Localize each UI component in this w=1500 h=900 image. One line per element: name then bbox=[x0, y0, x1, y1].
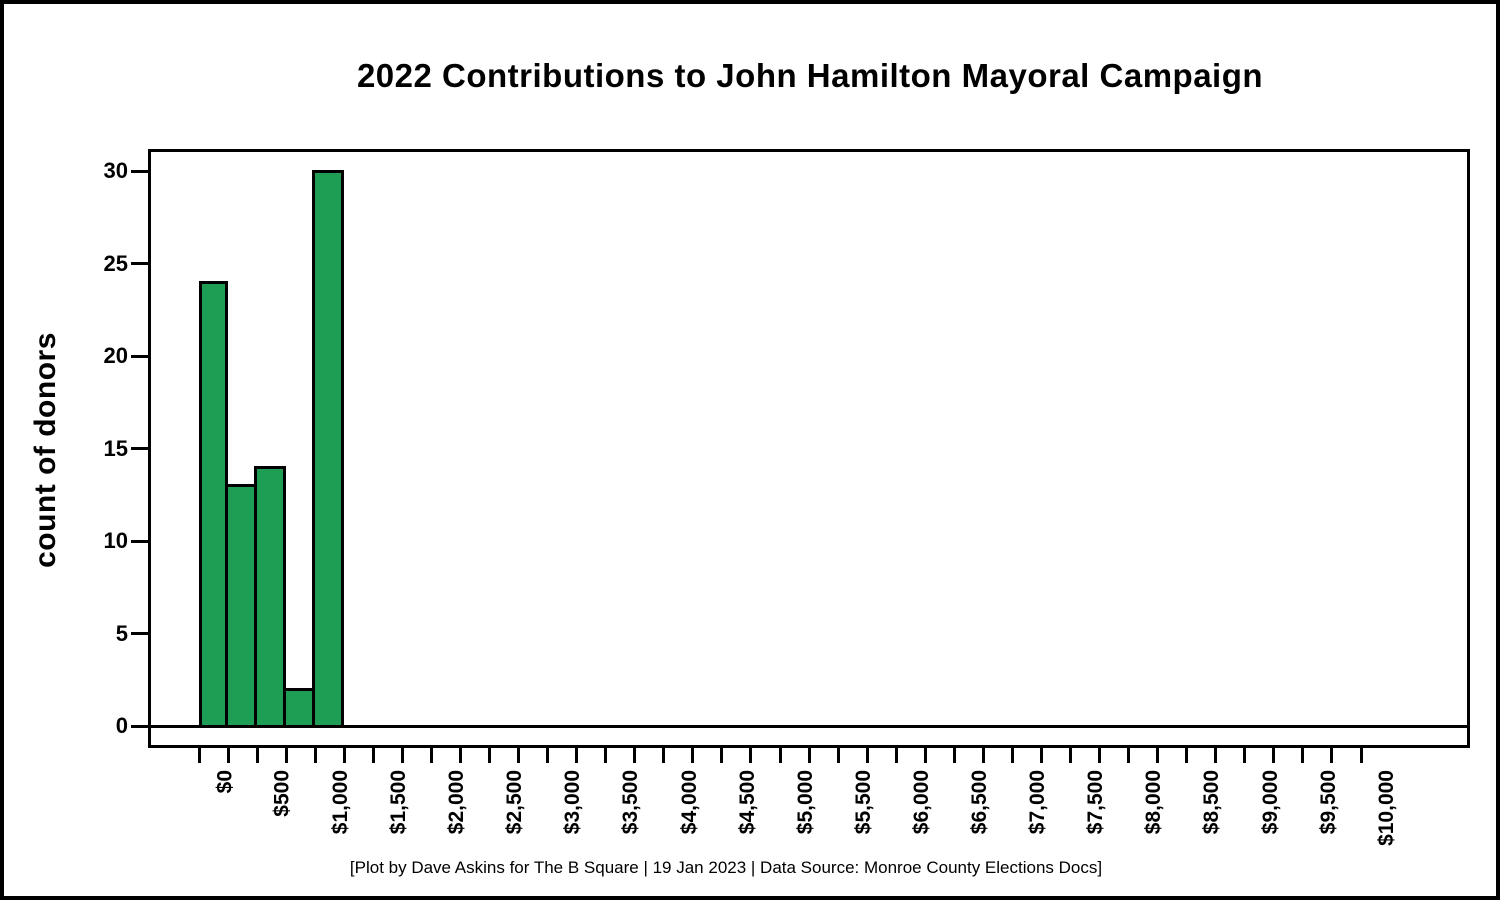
x-tick bbox=[1127, 748, 1131, 763]
y-tick bbox=[131, 724, 148, 728]
bar bbox=[254, 465, 287, 728]
x-tick-label: $2,500 bbox=[503, 770, 527, 835]
x-tick bbox=[226, 748, 230, 763]
x-tick-label: $9,500 bbox=[1316, 770, 1340, 835]
x-tick bbox=[1243, 748, 1247, 763]
x-tick bbox=[1010, 748, 1014, 763]
x-tick bbox=[923, 748, 927, 763]
x-tick bbox=[517, 748, 521, 763]
x-tick bbox=[749, 748, 753, 763]
y-tick-label: 10 bbox=[103, 528, 128, 553]
x-tick bbox=[1069, 748, 1072, 763]
x-tick bbox=[400, 748, 404, 763]
x-tick bbox=[1185, 748, 1189, 763]
x-tick bbox=[865, 748, 869, 763]
x-tick-label: $6,500 bbox=[968, 770, 992, 835]
x-tick-label: $7,500 bbox=[1084, 770, 1108, 835]
x-tick bbox=[778, 748, 782, 763]
x-tick-label: $2,000 bbox=[445, 770, 469, 835]
credit-footer: [Plot by Dave Askins for The B Square | … bbox=[349, 858, 1103, 877]
x-tick-label: $5,500 bbox=[852, 770, 876, 835]
x-tick bbox=[894, 748, 898, 763]
x-tick bbox=[255, 748, 259, 763]
x-tick-label: $9,000 bbox=[1258, 770, 1282, 835]
x-tick bbox=[1272, 748, 1276, 763]
x-tick-label: $500 bbox=[271, 770, 295, 817]
x-tick bbox=[807, 748, 811, 763]
x-tick bbox=[342, 748, 346, 763]
x-tick-label: $3,000 bbox=[561, 770, 585, 835]
x-tick bbox=[1214, 748, 1218, 763]
y-tick-label: 30 bbox=[103, 158, 128, 183]
chart-title: 2022 Contributions to John Hamilton Mayo… bbox=[356, 57, 1264, 94]
x-tick bbox=[662, 748, 666, 763]
x-tick bbox=[604, 748, 608, 763]
y-tick-label: 0 bbox=[115, 713, 128, 738]
x-tick bbox=[1301, 748, 1305, 763]
x-tick-label: $6,000 bbox=[910, 770, 934, 835]
y-tick bbox=[131, 262, 148, 265]
x-tick bbox=[952, 748, 956, 763]
y-tick bbox=[131, 539, 148, 543]
x-tick bbox=[1098, 748, 1102, 763]
zero-baseline bbox=[148, 724, 1470, 728]
x-tick bbox=[720, 748, 724, 763]
plot-frame bbox=[147, 148, 1470, 748]
x-tick bbox=[371, 748, 375, 763]
bar bbox=[199, 280, 229, 728]
x-tick-label: $1,500 bbox=[387, 770, 411, 835]
x-tick-label: $8,500 bbox=[1200, 770, 1224, 835]
bar bbox=[225, 484, 258, 728]
y-tick bbox=[131, 632, 148, 635]
x-tick-label: $0 bbox=[213, 770, 236, 794]
x-tick bbox=[1330, 748, 1334, 763]
x-tick bbox=[633, 748, 637, 763]
x-tick bbox=[1359, 748, 1363, 763]
y-tick bbox=[131, 354, 148, 358]
y-axis-title: count of donors bbox=[29, 332, 62, 568]
bar bbox=[283, 687, 316, 728]
x-tick-label: $4,000 bbox=[677, 770, 701, 835]
y-tick-label: 5 bbox=[115, 620, 128, 646]
x-tick-label: $1,000 bbox=[329, 770, 353, 835]
y-tick-label: 25 bbox=[103, 250, 128, 276]
x-tick-label: $8,000 bbox=[1142, 770, 1166, 835]
x-tick bbox=[1156, 748, 1160, 763]
x-tick-label: $5,000 bbox=[794, 770, 817, 835]
x-tick-label: $3,500 bbox=[619, 770, 643, 835]
x-tick bbox=[691, 748, 695, 763]
x-tick bbox=[981, 748, 985, 763]
x-tick bbox=[197, 748, 201, 763]
bar bbox=[312, 169, 345, 728]
y-tick bbox=[131, 447, 148, 450]
x-tick bbox=[546, 748, 550, 763]
x-tick-label: $4,500 bbox=[735, 770, 759, 835]
y-tick bbox=[131, 169, 148, 173]
x-tick bbox=[575, 748, 579, 763]
x-tick bbox=[284, 748, 288, 763]
y-tick-label: 20 bbox=[103, 343, 128, 368]
x-tick bbox=[488, 748, 491, 763]
x-tick bbox=[836, 748, 840, 763]
x-tick bbox=[429, 748, 433, 763]
x-tick-label: $10,000 bbox=[1375, 770, 1398, 846]
x-tick bbox=[1039, 748, 1043, 763]
y-tick-label: 15 bbox=[103, 435, 128, 461]
x-tick-label: $7,000 bbox=[1026, 770, 1050, 835]
x-tick bbox=[458, 748, 462, 763]
x-tick bbox=[313, 748, 317, 763]
